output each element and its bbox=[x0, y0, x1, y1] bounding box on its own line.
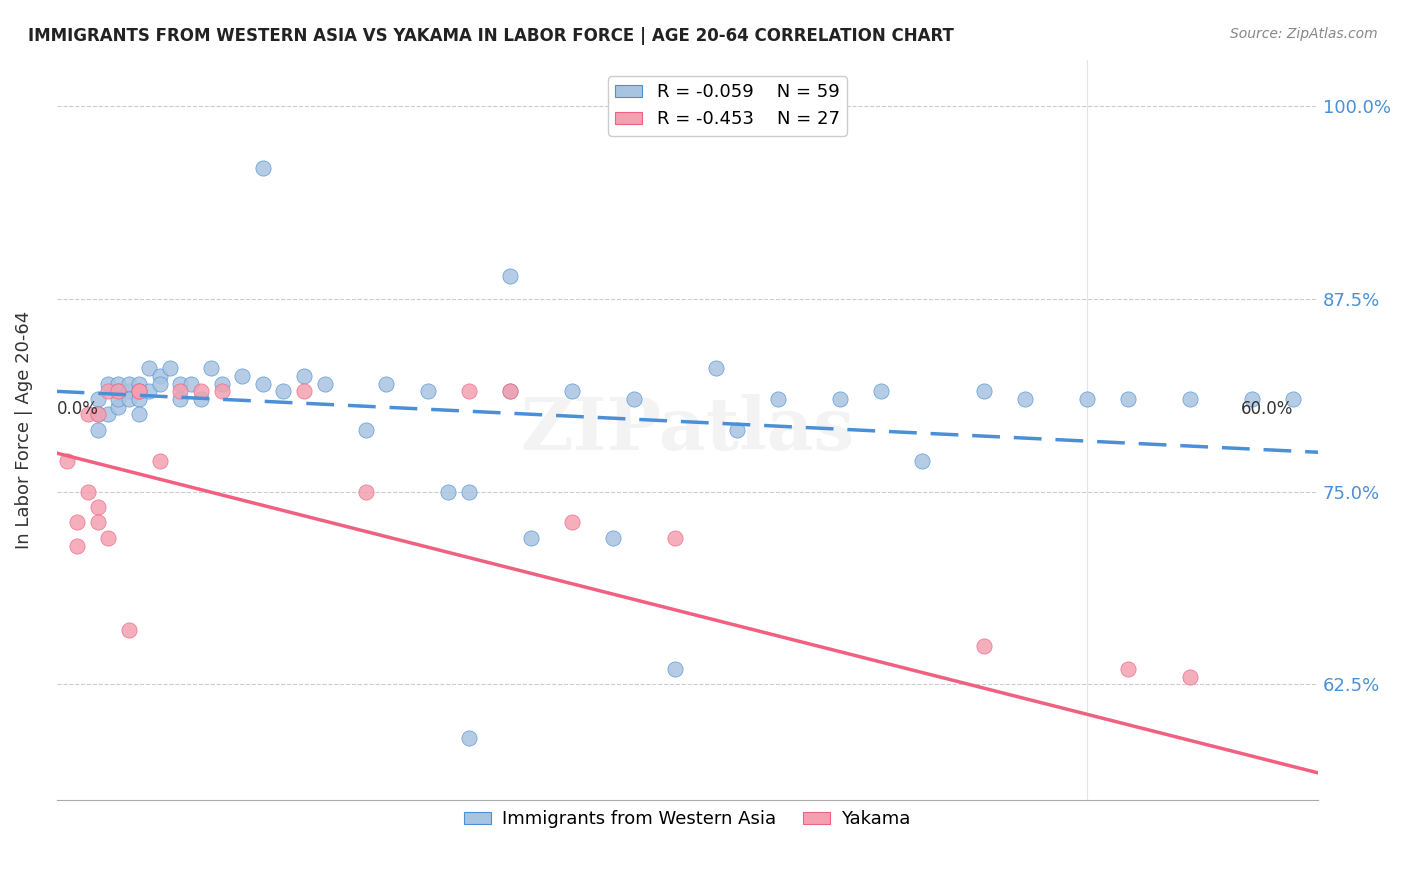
Point bbox=[1076, 392, 1098, 406]
Point bbox=[375, 376, 398, 391]
Point bbox=[252, 376, 274, 391]
Text: Source: ZipAtlas.com: Source: ZipAtlas.com bbox=[1230, 27, 1378, 41]
Point bbox=[870, 384, 893, 399]
Point bbox=[107, 400, 129, 414]
Point bbox=[623, 392, 645, 406]
Point bbox=[200, 361, 222, 376]
Point bbox=[107, 392, 129, 406]
Point bbox=[211, 376, 233, 391]
Point bbox=[107, 384, 129, 399]
Point bbox=[107, 384, 129, 399]
Point bbox=[1180, 392, 1202, 406]
Point bbox=[704, 361, 727, 376]
Point bbox=[273, 384, 295, 399]
Text: ZIPatlas: ZIPatlas bbox=[520, 394, 855, 466]
Point bbox=[499, 268, 522, 283]
Point bbox=[1282, 392, 1305, 406]
Point bbox=[354, 484, 377, 499]
Point bbox=[664, 662, 686, 676]
Point bbox=[118, 624, 141, 638]
Point bbox=[107, 376, 129, 391]
Point bbox=[1180, 670, 1202, 684]
Point bbox=[169, 392, 191, 406]
Point bbox=[1118, 392, 1140, 406]
Point bbox=[211, 384, 233, 399]
Text: 0.0%: 0.0% bbox=[56, 401, 98, 418]
Point bbox=[128, 384, 150, 399]
Point bbox=[457, 384, 479, 399]
Point bbox=[1118, 662, 1140, 676]
Point bbox=[190, 392, 212, 406]
Point bbox=[664, 531, 686, 545]
Point bbox=[499, 384, 522, 399]
Point bbox=[87, 392, 110, 406]
Point bbox=[437, 484, 460, 499]
Point bbox=[561, 384, 583, 399]
Point bbox=[169, 384, 191, 399]
Y-axis label: In Labor Force | Age 20-64: In Labor Force | Age 20-64 bbox=[15, 310, 32, 549]
Point bbox=[138, 384, 160, 399]
Point bbox=[180, 376, 202, 391]
Point bbox=[128, 384, 150, 399]
Text: 60.0%: 60.0% bbox=[1241, 401, 1294, 418]
Point bbox=[149, 454, 172, 468]
Text: IMMIGRANTS FROM WESTERN ASIA VS YAKAMA IN LABOR FORCE | AGE 20-64 CORRELATION CH: IMMIGRANTS FROM WESTERN ASIA VS YAKAMA I… bbox=[28, 27, 955, 45]
Point bbox=[292, 368, 315, 383]
Point bbox=[97, 531, 120, 545]
Point bbox=[118, 384, 141, 399]
Point bbox=[149, 376, 172, 391]
Point bbox=[416, 384, 439, 399]
Point bbox=[97, 376, 120, 391]
Point bbox=[457, 731, 479, 746]
Point bbox=[519, 531, 541, 545]
Point bbox=[231, 368, 253, 383]
Point bbox=[828, 392, 851, 406]
Point bbox=[87, 423, 110, 437]
Point bbox=[499, 384, 522, 399]
Point bbox=[87, 500, 110, 514]
Point bbox=[190, 384, 212, 399]
Point bbox=[457, 484, 479, 499]
Point bbox=[87, 516, 110, 530]
Point bbox=[766, 392, 789, 406]
Point bbox=[314, 376, 336, 391]
Point bbox=[169, 376, 191, 391]
Point bbox=[138, 361, 160, 376]
Point bbox=[911, 454, 934, 468]
Point bbox=[973, 384, 995, 399]
Point bbox=[159, 361, 181, 376]
Point bbox=[973, 639, 995, 653]
Point bbox=[118, 376, 141, 391]
Point bbox=[149, 368, 172, 383]
Point bbox=[87, 408, 110, 422]
Point bbox=[354, 423, 377, 437]
Point bbox=[118, 392, 141, 406]
Point bbox=[561, 516, 583, 530]
Legend: Immigrants from Western Asia, Yakama: Immigrants from Western Asia, Yakama bbox=[457, 803, 918, 836]
Point bbox=[128, 408, 150, 422]
Point bbox=[292, 384, 315, 399]
Point bbox=[87, 408, 110, 422]
Point bbox=[725, 423, 748, 437]
Point bbox=[56, 454, 79, 468]
Point bbox=[128, 384, 150, 399]
Point bbox=[1241, 392, 1264, 406]
Point bbox=[66, 516, 89, 530]
Point bbox=[76, 408, 98, 422]
Point bbox=[128, 376, 150, 391]
Point bbox=[66, 539, 89, 553]
Point bbox=[97, 384, 120, 399]
Point bbox=[1014, 392, 1036, 406]
Point bbox=[252, 161, 274, 175]
Point bbox=[128, 392, 150, 406]
Point bbox=[97, 408, 120, 422]
Point bbox=[602, 531, 624, 545]
Point bbox=[76, 484, 98, 499]
